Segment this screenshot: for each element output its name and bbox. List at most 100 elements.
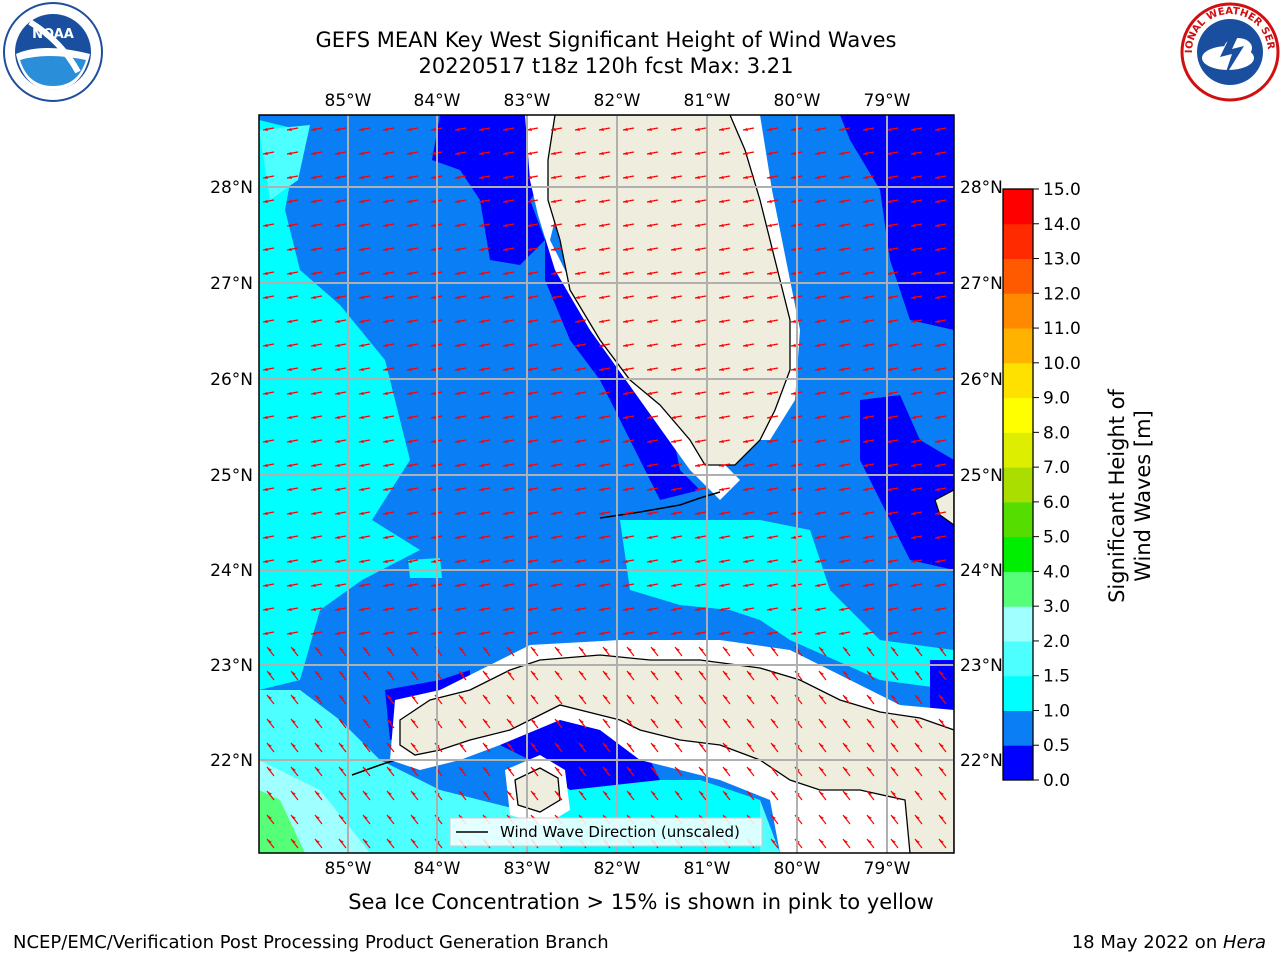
wind-arrow-head: [839, 296, 844, 299]
wind-arrow-head: [935, 224, 940, 227]
wind-arrow-head: [339, 671, 344, 675]
wave-field-dark-east: [930, 660, 954, 720]
wind-arrow-head: [383, 632, 388, 635]
wind-arrow-head: [839, 512, 844, 515]
wind-arrow-head: [263, 608, 268, 611]
wind-arrow-head: [335, 224, 340, 227]
wind-arrow-head: [479, 296, 484, 299]
wind-arrow-head: [551, 368, 556, 371]
map-plot-area: Wind Wave Direction (unscaled): [259, 115, 954, 853]
wind-arrow-head: [887, 128, 892, 131]
wind-arrow-head: [743, 512, 748, 515]
wind-arrow-head: [647, 176, 652, 179]
wind-arrow-head: [575, 320, 580, 323]
wind-arrow-head: [551, 296, 556, 299]
wind-arrow-head: [815, 320, 820, 323]
wind-arrow-head: [575, 560, 580, 563]
wind-arrow-head: [791, 488, 796, 491]
wind-arrow-head: [291, 647, 296, 651]
wind-arrow-head: [551, 200, 556, 203]
wind-arrow-head: [767, 368, 772, 371]
wind-arrow-head: [719, 296, 724, 299]
wind-arrow-head: [623, 560, 628, 563]
wind-arrow-head: [287, 488, 292, 491]
wind-arrow-head: [911, 344, 916, 347]
wind-arrow-head: [311, 440, 316, 443]
wind-arrow-head: [287, 224, 292, 227]
wind-arrow-head: [651, 791, 656, 795]
wind-arrow-head: [387, 791, 392, 795]
wind-arrow-head: [723, 671, 728, 675]
colorbar-swatch: [1003, 397, 1033, 433]
wind-arrow-head: [599, 416, 604, 419]
wind-arrow-head: [843, 743, 848, 747]
wind-arrow-head: [575, 248, 580, 251]
wind-arrow-head: [839, 128, 844, 131]
wind-arrow-head: [939, 719, 944, 723]
wind-arrow-head: [551, 416, 556, 419]
wind-arrow-head: [671, 416, 676, 419]
wind-arrow-head: [575, 632, 580, 635]
wind-arrow-head: [675, 719, 680, 723]
wind-arrow-head: [359, 344, 364, 347]
lon-label-bottom: 82°W: [594, 859, 641, 879]
wind-arrow-head: [651, 647, 656, 651]
wind-arrow-head: [887, 152, 892, 155]
wind-arrow-head: [719, 584, 724, 587]
wind-arrow-head: [311, 344, 316, 347]
wind-arrow-head: [695, 296, 700, 299]
wind-arrow-head: [815, 152, 820, 155]
wind-arrow-head: [359, 392, 364, 395]
wind-arrow-head: [791, 584, 796, 587]
wind-arrow-head: [863, 320, 868, 323]
wind-arrow-head: [743, 200, 748, 203]
wind-arrow-head: [935, 152, 940, 155]
wind-arrow-head: [671, 536, 676, 539]
colorbar-swatch: [1003, 571, 1033, 607]
wind-arrow-head: [651, 767, 656, 771]
wind-arrow-head: [575, 344, 580, 347]
wind-arrow-head: [527, 320, 532, 323]
wind-arrow-head: [527, 392, 532, 395]
wind-arrow-head: [891, 671, 896, 675]
wind-arrow-head: [407, 176, 412, 179]
wind-arrow-head: [551, 464, 556, 467]
wind-arrow-head: [935, 608, 940, 611]
wind-arrow-head: [819, 743, 824, 747]
wind-arrow-head: [459, 767, 464, 771]
wind-arrow-head: [359, 632, 364, 635]
wind-arrow-head: [455, 152, 460, 155]
wind-arrow-head: [531, 671, 536, 675]
wind-arrow-head: [459, 647, 464, 651]
wind-arrow-head: [695, 176, 700, 179]
wind-arrow-head: [599, 632, 604, 635]
wind-arrow-head: [863, 608, 868, 611]
wind-arrow-head: [263, 272, 268, 275]
wind-arrow-head: [647, 440, 652, 443]
wave-field-dark-atlantic: [840, 115, 954, 330]
wind-arrow-head: [891, 719, 896, 723]
wind-arrow-head: [263, 512, 268, 515]
lon-label-top: 79°W: [864, 91, 911, 111]
wind-arrow-head: [431, 272, 436, 275]
wind-arrow-head: [767, 536, 772, 539]
wind-arrow-head: [839, 320, 844, 323]
wind-arrow-head: [627, 791, 632, 795]
wind-arrow-head: [671, 128, 676, 131]
colorbar-swatch: [1003, 745, 1033, 781]
wind-arrow-head: [527, 440, 532, 443]
wind-arrow-head: [819, 647, 824, 651]
colorbar-tick-label: 15.0: [1043, 180, 1081, 200]
wind-arrow-head: [935, 248, 940, 251]
wind-arrow-head: [383, 368, 388, 371]
wind-arrow-head: [339, 767, 344, 771]
wind-arrow-head: [363, 743, 368, 747]
wind-arrow-head: [671, 560, 676, 563]
wind-arrow-head: [363, 767, 368, 771]
wind-arrow-head: [843, 695, 848, 699]
wind-arrow-head: [579, 647, 584, 651]
wind-arrow-head: [815, 224, 820, 227]
wind-arrow-head: [791, 224, 796, 227]
wind-arrow-head: [527, 224, 532, 227]
wind-arrow-head: [527, 296, 532, 299]
